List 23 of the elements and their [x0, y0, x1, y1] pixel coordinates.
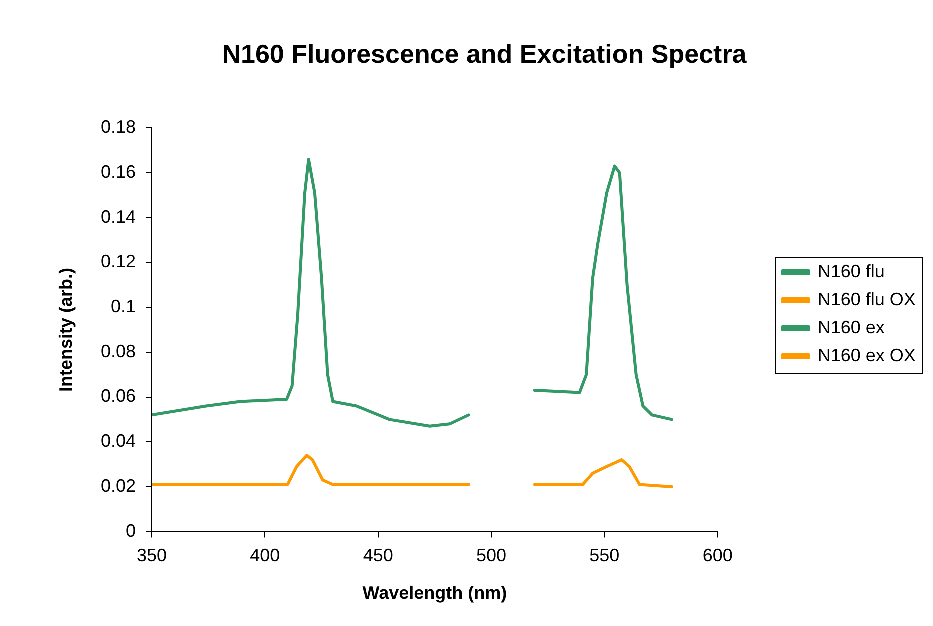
chart-title: N160 Fluorescence and Excitation Spectra	[222, 38, 748, 69]
y-tick-label: 0.04	[100, 431, 136, 452]
y-tick-label: 0.06	[100, 386, 136, 406]
x-tick-label: 350	[136, 546, 168, 566]
legend-label: N160 flu OX	[818, 289, 916, 310]
x-axis-title: Wavelength (nm)	[362, 583, 508, 604]
x-tick-label: 500	[476, 546, 507, 566]
x-tick-label: 600	[702, 546, 733, 566]
legend-label: N160 ex OX	[818, 345, 916, 366]
y-tick-label: 0.14	[100, 206, 136, 227]
x-tick-label: 400	[250, 546, 280, 566]
y-tick-label: 0.18	[100, 117, 136, 138]
y-tick-label: 0.16	[100, 162, 136, 182]
y-tick-label: 0.08	[100, 341, 136, 362]
legend-label: N160 ex	[818, 317, 885, 338]
x-tick-label: 450	[363, 546, 394, 566]
legend-label: N160 flu	[818, 261, 885, 282]
y-tick-label: 0.1	[110, 296, 136, 317]
y-tick-label: 0.12	[100, 252, 136, 272]
y-tick-label: 0.02	[100, 476, 136, 496]
y-tick-label: 0	[126, 520, 136, 541]
x-tick-label: 550	[590, 546, 620, 566]
y-axis-title: Intensity (arb.)	[56, 268, 76, 392]
